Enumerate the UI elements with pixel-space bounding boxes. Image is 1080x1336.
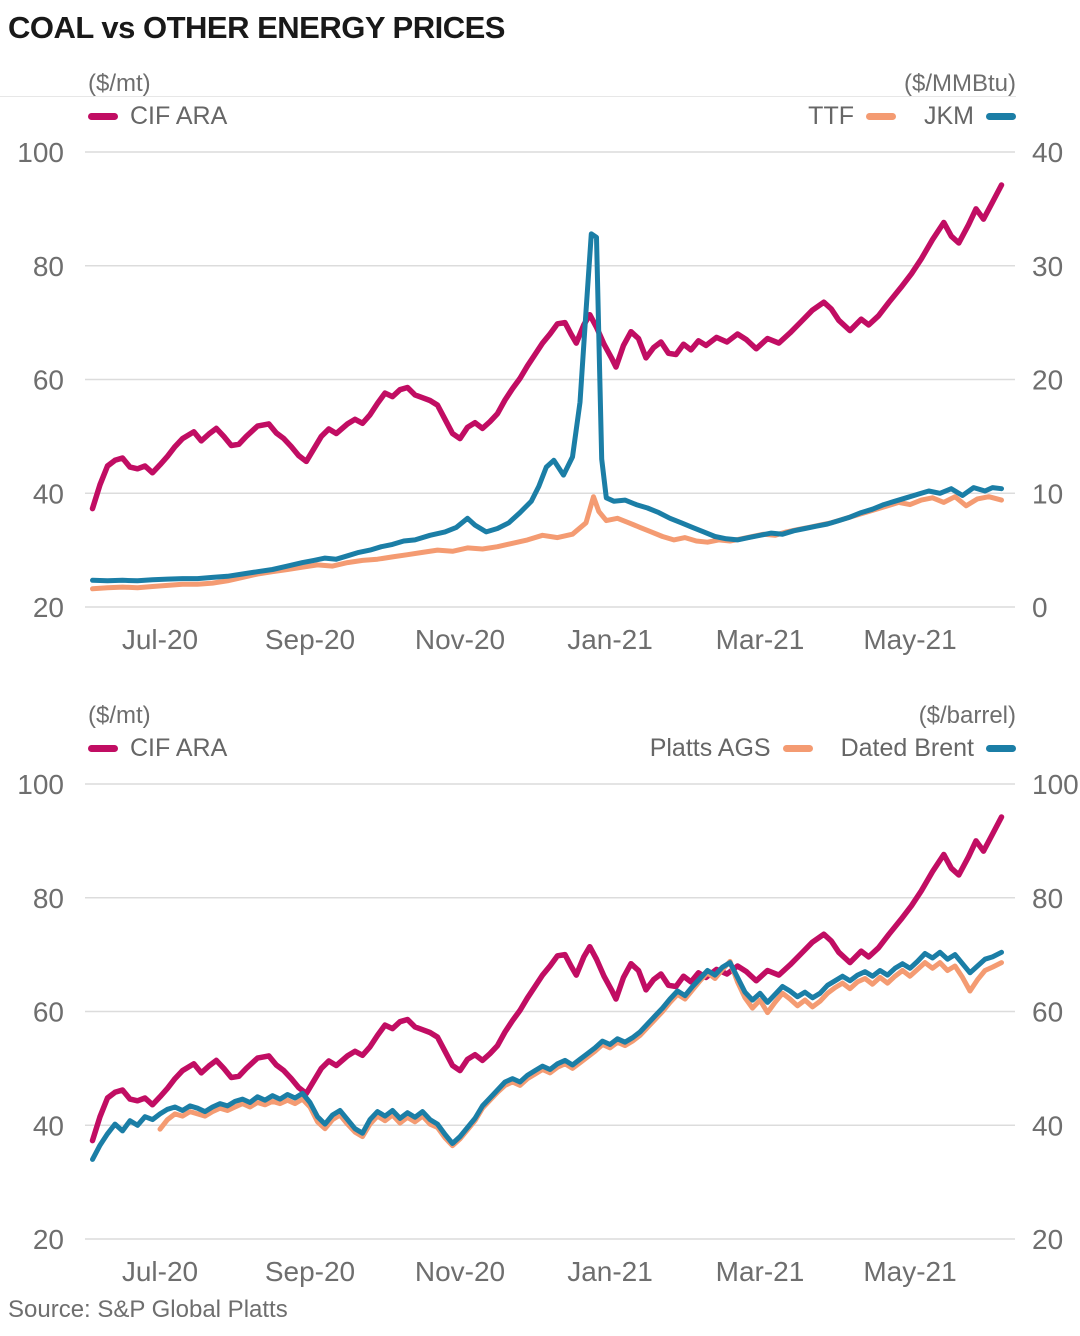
svg-text:30: 30 bbox=[1032, 251, 1063, 282]
svg-text:80: 80 bbox=[33, 883, 64, 914]
dated-brent-swatch bbox=[986, 744, 1016, 752]
platts-ags-swatch bbox=[782, 744, 813, 752]
right-axis-unit-label: ($/MMBtu) bbox=[903, 70, 1016, 97]
left-axis-unit-label: ($/mt) bbox=[88, 702, 151, 729]
cif-ara-swatch bbox=[88, 112, 118, 120]
legend-item-cif-ara: CIF ARA bbox=[88, 102, 227, 131]
svg-text:60: 60 bbox=[1032, 997, 1063, 1028]
ttf-legend-label: TTF bbox=[808, 101, 854, 130]
legend: CIF ARA Platts AGS Dated Brent bbox=[0, 730, 1080, 766]
page-title: COAL vs OTHER ENERGY PRICES bbox=[8, 10, 505, 45]
svg-text:40: 40 bbox=[33, 478, 64, 509]
svg-text:60: 60 bbox=[33, 365, 64, 396]
svg-text:0: 0 bbox=[1032, 592, 1048, 623]
svg-text:Jan-21: Jan-21 bbox=[567, 1256, 653, 1287]
svg-text:10: 10 bbox=[1032, 478, 1063, 509]
svg-text:May-21: May-21 bbox=[863, 1256, 956, 1287]
jkm-legend-label: JKM bbox=[924, 101, 974, 130]
svg-text:40: 40 bbox=[1032, 1110, 1063, 1141]
svg-text:Jan-21: Jan-21 bbox=[567, 624, 653, 655]
svg-text:Nov-20: Nov-20 bbox=[415, 1256, 505, 1287]
jkm-swatch bbox=[986, 112, 1016, 120]
legend: CIF ARA TTF JKM bbox=[0, 98, 1080, 134]
legend-item-cif-ara: CIF ARA bbox=[88, 734, 227, 763]
header-divider bbox=[0, 96, 1016, 97]
svg-text:40: 40 bbox=[33, 1110, 64, 1141]
legend-right-group: Platts AGS Dated Brent bbox=[650, 734, 1016, 763]
coal-vs-gas-plot-canvas: 100 40 80 30 60 20 40 10 20 0 Jul-20 Sep-20 Nov-20 Ja… bbox=[17, 137, 1063, 655]
svg-text:Mar-21: Mar-21 bbox=[716, 1256, 805, 1287]
svg-text:May-21: May-21 bbox=[863, 624, 956, 655]
coal-vs-oil-plot-canvas: 100 100 80 80 60 60 40 40 20 20 Jul-20 Sep-20 Nov-20… bbox=[17, 769, 1079, 1287]
ttf-swatch bbox=[866, 112, 896, 120]
svg-text:Sep-20: Sep-20 bbox=[265, 624, 355, 655]
svg-text:80: 80 bbox=[33, 251, 64, 282]
right-axis-unit-label: ($/barrel) bbox=[918, 702, 1016, 729]
svg-text:100: 100 bbox=[17, 137, 64, 168]
platts-ags-legend-label: Platts AGS bbox=[649, 733, 771, 762]
svg-text:60: 60 bbox=[33, 997, 64, 1028]
axis-unit-labels: ($/mt) ($/MMBtu) bbox=[0, 68, 1080, 98]
axis-unit-labels: ($/mt) ($/barrel) bbox=[0, 700, 1080, 730]
left-axis-unit-label: ($/mt) bbox=[88, 70, 151, 97]
svg-text:Jul-20: Jul-20 bbox=[122, 1256, 198, 1287]
svg-text:100: 100 bbox=[17, 769, 64, 800]
coal-vs-oil-chart: ($/mt) ($/barrel) CIF ARA Platts AGS Dat… bbox=[0, 700, 1080, 1296]
cif-ara-legend-label: CIF ARA bbox=[130, 101, 228, 130]
cif-ara-swatch bbox=[88, 744, 118, 752]
dated-brent-legend-label: Dated Brent bbox=[840, 733, 974, 762]
svg-text:20: 20 bbox=[33, 592, 64, 623]
svg-text:20: 20 bbox=[1032, 1224, 1063, 1255]
source-attribution: Source: S&P Global Platts bbox=[8, 1296, 288, 1323]
svg-text:Mar-21: Mar-21 bbox=[716, 624, 805, 655]
coal-vs-gas-chart: ($/mt) ($/MMBtu) CIF ARA TTF JKM 100 40 80… bbox=[0, 68, 1080, 664]
svg-text:Nov-20: Nov-20 bbox=[415, 624, 505, 655]
svg-text:Jul-20: Jul-20 bbox=[122, 624, 198, 655]
svg-text:40: 40 bbox=[1032, 137, 1063, 168]
svg-text:Sep-20: Sep-20 bbox=[265, 1256, 355, 1287]
legend-right-group: TTF JKM bbox=[808, 102, 1016, 131]
svg-text:20: 20 bbox=[1032, 365, 1063, 396]
svg-text:100: 100 bbox=[1032, 769, 1079, 800]
svg-text:20: 20 bbox=[33, 1224, 64, 1255]
svg-text:80: 80 bbox=[1032, 883, 1063, 914]
cif-ara-legend-label: CIF ARA bbox=[130, 733, 228, 762]
